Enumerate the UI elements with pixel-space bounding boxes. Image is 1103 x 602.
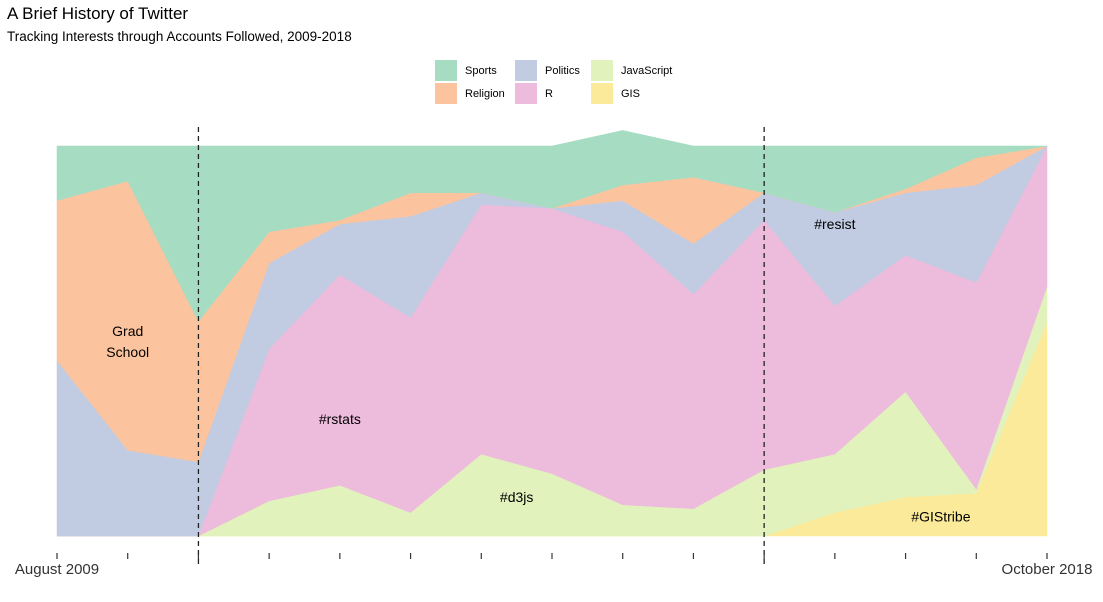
legend-item-javascript: JavaScript	[591, 60, 691, 81]
annotation-4: #resist	[814, 216, 855, 232]
legend-swatch-religion	[435, 83, 457, 104]
legend-label-religion: Religion	[465, 87, 505, 100]
annotation-2: #rstats	[319, 411, 361, 427]
legend-item-politics: Politics	[515, 60, 591, 81]
legend-label-sports: Sports	[465, 64, 497, 77]
legend-label-gis: GIS	[621, 87, 640, 100]
legend-item-sports: Sports	[435, 60, 515, 81]
chart-subtitle: Tracking Interests through Accounts Foll…	[7, 29, 352, 44]
annotation-3: #d3js	[500, 489, 533, 505]
legend-item-gis: GIS	[591, 83, 691, 104]
x-axis: August 2009 October 2018	[15, 553, 1093, 578]
annotation-1: Grad School	[106, 323, 149, 360]
legend-item-religion: Religion	[435, 83, 515, 104]
legend: Sports Politics JavaScript Religion R GI…	[435, 60, 691, 104]
chart-title: A Brief History of Twitter	[7, 4, 189, 23]
legend-swatch-gis	[591, 83, 613, 104]
area-layers	[56, 130, 1048, 537]
legend-label-politics: Politics	[545, 64, 580, 77]
legend-item-r: R	[515, 83, 591, 104]
legend-label-javascript: JavaScript	[621, 64, 673, 77]
annotation-5: #GIStribe	[911, 509, 970, 525]
legend-swatch-politics	[515, 60, 537, 81]
area-sports	[56, 130, 1048, 322]
x-tick-label: August 2009	[15, 561, 99, 578]
area-annotations: Grad School #rstats #d3js #resist #GIStribe	[106, 216, 970, 525]
legend-swatch-javascript	[591, 60, 613, 81]
legend-swatch-sports	[435, 60, 457, 81]
legend-label-r: R	[545, 87, 553, 100]
era-divider-lines	[197, 127, 765, 566]
legend-swatch-r	[515, 83, 537, 104]
x-tick-label: October 2018	[1002, 561, 1093, 578]
